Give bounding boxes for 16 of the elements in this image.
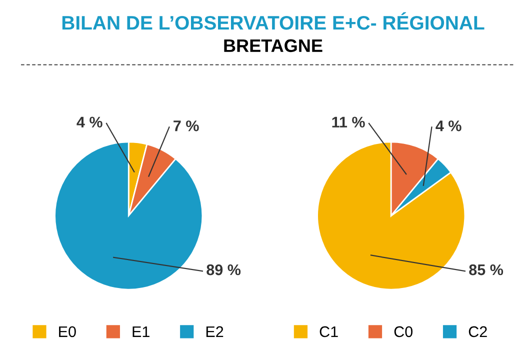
data-label: 4 % xyxy=(436,120,462,132)
data-label: 89 % xyxy=(206,264,241,276)
legend-label: E1 xyxy=(132,326,150,337)
data-label: 4 % xyxy=(76,116,102,128)
pie-slice xyxy=(316,141,466,290)
legend-label: C0 xyxy=(394,326,413,338)
slice-label: C1 xyxy=(320,326,338,338)
data-label: 7 % xyxy=(174,120,199,132)
pie-slice xyxy=(54,141,204,290)
legend-label: C2 xyxy=(468,326,487,338)
data-label: 11 % xyxy=(332,116,365,128)
data-label: 85 % xyxy=(469,264,504,276)
chart-subtitle: BRETAGNE xyxy=(224,39,322,52)
legend-label: E0 xyxy=(59,326,76,338)
legend-label: E2 xyxy=(206,326,224,337)
chart-title: BILAN DE L’OBSERVATOIRE E+C- RÉGIONAL xyxy=(62,12,484,30)
